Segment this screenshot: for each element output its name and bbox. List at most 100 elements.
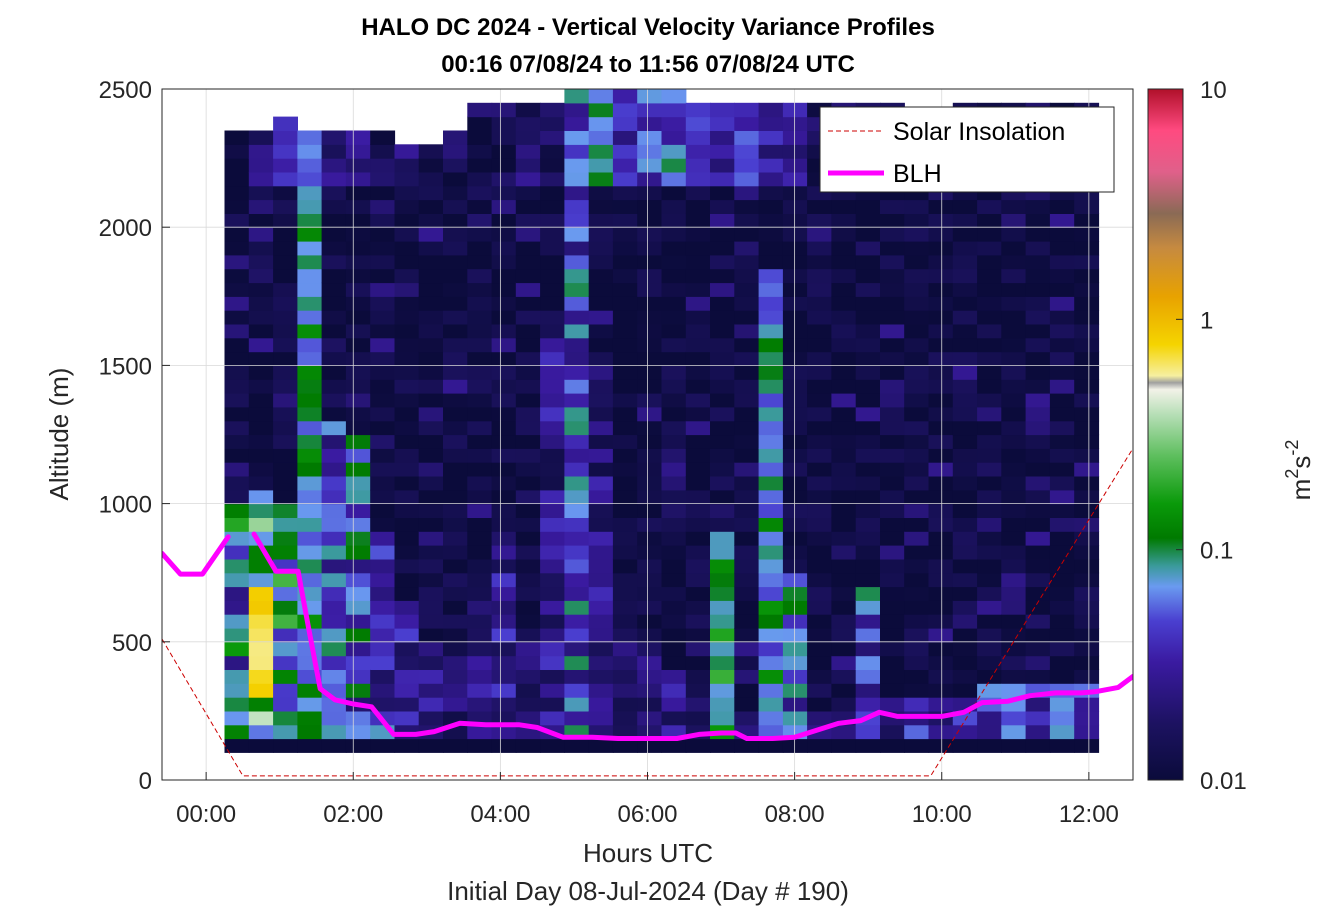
heatmap-cell — [782, 365, 808, 380]
heatmap-cell — [855, 655, 881, 670]
heatmap-cell — [394, 268, 420, 284]
heatmap-cell — [1001, 323, 1027, 339]
heatmap-cell — [224, 420, 250, 436]
heatmap-cell — [904, 420, 930, 436]
heatmap-cell — [637, 268, 663, 284]
heatmap-cell — [273, 116, 298, 131]
heatmap-cell — [564, 628, 590, 643]
heatmap-cell — [1025, 572, 1051, 588]
heatmap-cell — [1025, 641, 1051, 657]
heatmap-cell — [904, 572, 930, 588]
heatmap-cell — [977, 558, 1002, 574]
heatmap-cell — [491, 171, 517, 187]
heatmap-cell — [540, 323, 565, 339]
heatmap-cell — [273, 227, 298, 242]
heatmap-cell — [467, 241, 493, 256]
heatmap-cell — [831, 310, 857, 325]
heatmap-cell — [1025, 379, 1051, 394]
heatmap-cell — [734, 710, 760, 726]
heatmap-cell — [904, 199, 930, 214]
heatmap-cell — [928, 337, 954, 353]
heatmap-cell — [1074, 241, 1100, 256]
x-tick-label: 04:00 — [470, 801, 530, 828]
heatmap-cell — [564, 545, 590, 560]
heatmap-cell — [831, 641, 857, 657]
heatmap-cell — [758, 586, 784, 601]
heatmap-cell — [443, 558, 468, 574]
heatmap-cell — [977, 600, 1002, 615]
heatmap-cell — [1025, 586, 1051, 601]
heatmap-cell — [734, 227, 760, 242]
heatmap-cell — [758, 545, 784, 560]
heatmap-cell — [807, 448, 832, 463]
heatmap-cell — [710, 213, 735, 228]
heatmap-cell — [637, 351, 663, 366]
heatmap-cell — [515, 310, 541, 325]
heatmap-cell — [1074, 531, 1100, 546]
heatmap-cell — [880, 337, 905, 353]
heatmap-cell — [904, 517, 930, 532]
heatmap-cell — [1025, 724, 1051, 740]
heatmap-cell — [224, 697, 250, 712]
heatmap-cell — [370, 641, 396, 657]
heatmap-cell — [661, 489, 687, 505]
heatmap-cell — [273, 710, 298, 726]
heatmap-cell — [831, 503, 857, 518]
heatmap-cell — [297, 213, 323, 228]
heatmap-cell — [297, 434, 323, 449]
heatmap-cell — [370, 227, 396, 242]
heatmap-cell — [758, 379, 784, 394]
heatmap-cell — [515, 503, 541, 518]
heatmap-cell — [977, 628, 1002, 643]
heatmap-cell — [637, 254, 663, 270]
heatmap-cell — [297, 558, 323, 574]
heatmap-cell — [443, 489, 468, 505]
heatmap-cell — [758, 489, 784, 505]
heatmap-cell — [418, 462, 444, 477]
heatmap-cell — [637, 697, 663, 712]
heatmap-cell — [904, 697, 930, 712]
heatmap-cell — [952, 213, 978, 228]
heatmap-cell — [540, 489, 565, 505]
heatmap-cell — [758, 600, 784, 615]
heatmap-cell — [1001, 600, 1027, 615]
heatmap-cell — [710, 171, 735, 187]
chart-subtitle: 00:16 07/08/24 to 11:56 07/08/24 UTC — [441, 51, 855, 78]
heatmap-cell — [273, 337, 298, 353]
heatmap-cell — [855, 683, 881, 698]
heatmap-cell — [370, 310, 396, 325]
heatmap-cell — [418, 379, 444, 394]
heatmap-cell — [855, 379, 881, 394]
heatmap-cell — [782, 476, 808, 491]
heatmap-cell — [734, 254, 760, 270]
heatmap-cell — [758, 116, 784, 131]
heatmap-cell — [977, 365, 1002, 380]
heatmap-cell — [273, 600, 298, 615]
heatmap-cell — [758, 462, 784, 477]
heatmap-cell — [564, 448, 590, 463]
heatmap-cell — [710, 517, 735, 532]
heatmap-cell — [661, 697, 687, 712]
heatmap-cell — [710, 489, 735, 505]
heatmap-cell — [418, 268, 444, 284]
heatmap-cell — [928, 600, 954, 615]
heatmap-cell — [685, 406, 711, 422]
heatmap-cell — [564, 697, 590, 712]
heatmap-cell — [273, 641, 298, 657]
heatmap-cell — [564, 669, 590, 684]
heatmap-cell — [807, 738, 832, 753]
heatmap-cell — [515, 241, 541, 256]
heatmap-cell — [273, 724, 298, 740]
heatmap-cell — [612, 683, 638, 698]
heatmap-cell — [515, 130, 541, 145]
heatmap-cell — [273, 213, 298, 228]
heatmap-cell — [273, 531, 298, 546]
heatmap-cell — [443, 323, 468, 339]
heatmap-cell — [685, 655, 711, 670]
heatmap-cell — [952, 310, 978, 325]
heatmap-cell — [273, 738, 298, 753]
heatmap-cell — [855, 614, 881, 629]
heatmap-cell — [782, 406, 808, 422]
heatmap-cell — [321, 614, 347, 629]
heatmap-cell — [418, 337, 444, 353]
